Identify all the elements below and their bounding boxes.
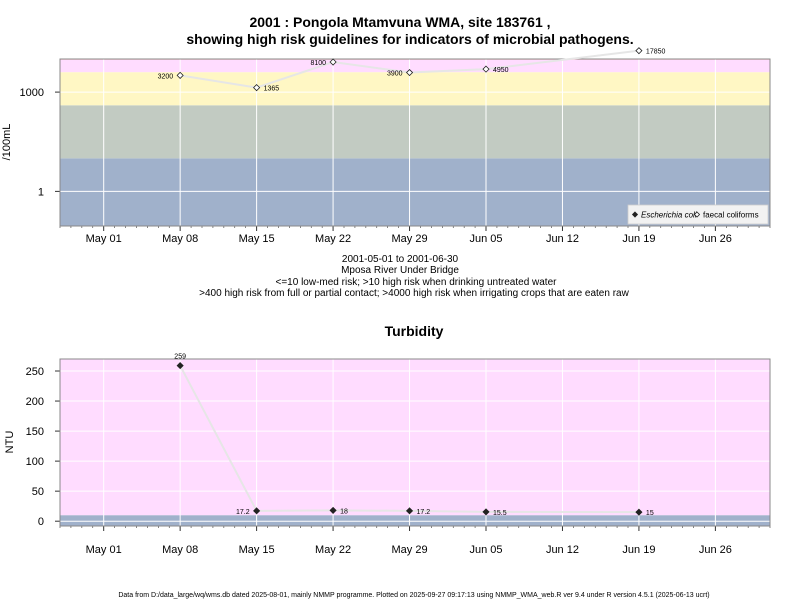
x-tick-label: Jun 19 xyxy=(622,233,655,245)
x-tick-label: May 08 xyxy=(162,544,198,556)
data-label: 3200 xyxy=(158,73,174,80)
x-tick-label: Jun 05 xyxy=(469,233,502,245)
legend-open-diamond-icon xyxy=(693,211,701,218)
data-point xyxy=(405,68,414,77)
y-tick-label: 50 xyxy=(32,486,44,498)
y-tick-label: 1000 xyxy=(20,87,44,99)
y-tick-label: 100 xyxy=(26,456,44,468)
x-tick-label: May 29 xyxy=(391,544,427,556)
data-label: 4950 xyxy=(493,67,509,74)
legend: Escherichia coli faecal coliforms xyxy=(627,204,769,225)
turbidity-panel-title: Turbidity xyxy=(385,323,444,339)
data-label: 17850 xyxy=(646,49,666,56)
guideline-text-1: <=10 low-med risk; >10 high risk when dr… xyxy=(276,277,558,288)
data-label: 8100 xyxy=(310,60,326,67)
data-point xyxy=(405,507,414,515)
risk-band xyxy=(60,59,770,73)
date-range-text: 2001-05-01 to 2001-06-30 xyxy=(342,254,459,265)
risk-band xyxy=(60,72,770,106)
data-label: 15.5 xyxy=(493,510,507,517)
x-tick-label: May 15 xyxy=(239,544,275,556)
y-axis-title: /100mL xyxy=(1,124,13,161)
x-tick-label: Jun 26 xyxy=(699,233,732,245)
x-tick-label: Jun 19 xyxy=(622,544,655,556)
risk-band xyxy=(60,359,770,516)
data-point xyxy=(329,506,337,514)
x-tick-label: May 01 xyxy=(86,544,122,556)
x-tick-label: May 22 xyxy=(315,233,351,245)
guideline-text-2: >400 high risk from full or partial cont… xyxy=(199,288,629,299)
data-label: 15 xyxy=(646,510,654,517)
y-tick-label: 250 xyxy=(26,366,44,378)
data-point xyxy=(176,362,184,370)
legend-entry: faecal coliforms xyxy=(703,211,759,220)
x-tick-label: May 08 xyxy=(162,233,198,245)
series-line xyxy=(179,49,640,89)
x-tick-label: Jun 12 xyxy=(546,544,579,556)
y-tick-label: 1 xyxy=(38,186,44,198)
legend-filled-diamond-icon xyxy=(631,211,639,218)
data-point xyxy=(635,508,643,516)
chart-title-line-2: showing high risk guidelines for indicat… xyxy=(186,31,633,47)
data-point xyxy=(253,507,261,515)
data-label: 259 xyxy=(174,354,186,361)
chart-title-line-1: 2001 : Pongola Mtamvuna WMA, site 183761… xyxy=(249,14,550,30)
legend-entry: Escherichia coli xyxy=(641,211,697,220)
data-label: 1365 xyxy=(264,86,280,93)
data-point xyxy=(635,47,643,55)
site-name-text: Mposa River Under Bridge xyxy=(341,265,459,276)
x-tick-label: Jun 26 xyxy=(699,544,732,556)
data-label: 17.2 xyxy=(236,509,250,516)
x-tick-label: May 29 xyxy=(391,233,427,245)
y-axis-title: NTU xyxy=(4,431,16,454)
data-label: 3900 xyxy=(387,71,403,78)
series-line xyxy=(179,365,639,514)
data-label: 17.2 xyxy=(417,509,431,516)
x-tick-label: May 22 xyxy=(315,544,351,556)
x-tick-label: May 01 xyxy=(86,233,122,245)
risk-band xyxy=(60,105,770,159)
risk-band xyxy=(60,515,770,526)
data-point xyxy=(253,84,261,92)
x-tick-label: Jun 12 xyxy=(546,233,579,245)
data-point xyxy=(482,508,490,516)
data-point xyxy=(329,58,337,66)
turbidity-panel: May 01 May 08 May 15 May 22 May 29 Jun 05 Jun … xyxy=(4,354,771,556)
plot-frame xyxy=(59,58,771,227)
x-tick-label: May 15 xyxy=(239,233,275,245)
plot-frame xyxy=(59,358,771,527)
microbial-panel: May 01 May 08 May 15 May 22 May 29 Jun 05 Jun … xyxy=(1,47,771,245)
data-point xyxy=(482,65,490,73)
y-tick-label: 200 xyxy=(26,396,44,408)
x-tick-label: Jun 05 xyxy=(469,544,502,556)
data-point xyxy=(176,71,184,79)
y-tick-label: 0 xyxy=(38,516,44,528)
y-tick-label: 150 xyxy=(26,426,44,438)
data-label: 18 xyxy=(340,508,348,515)
footer-note: Data from D:/data_large/wq/wms.db dated … xyxy=(118,592,709,599)
